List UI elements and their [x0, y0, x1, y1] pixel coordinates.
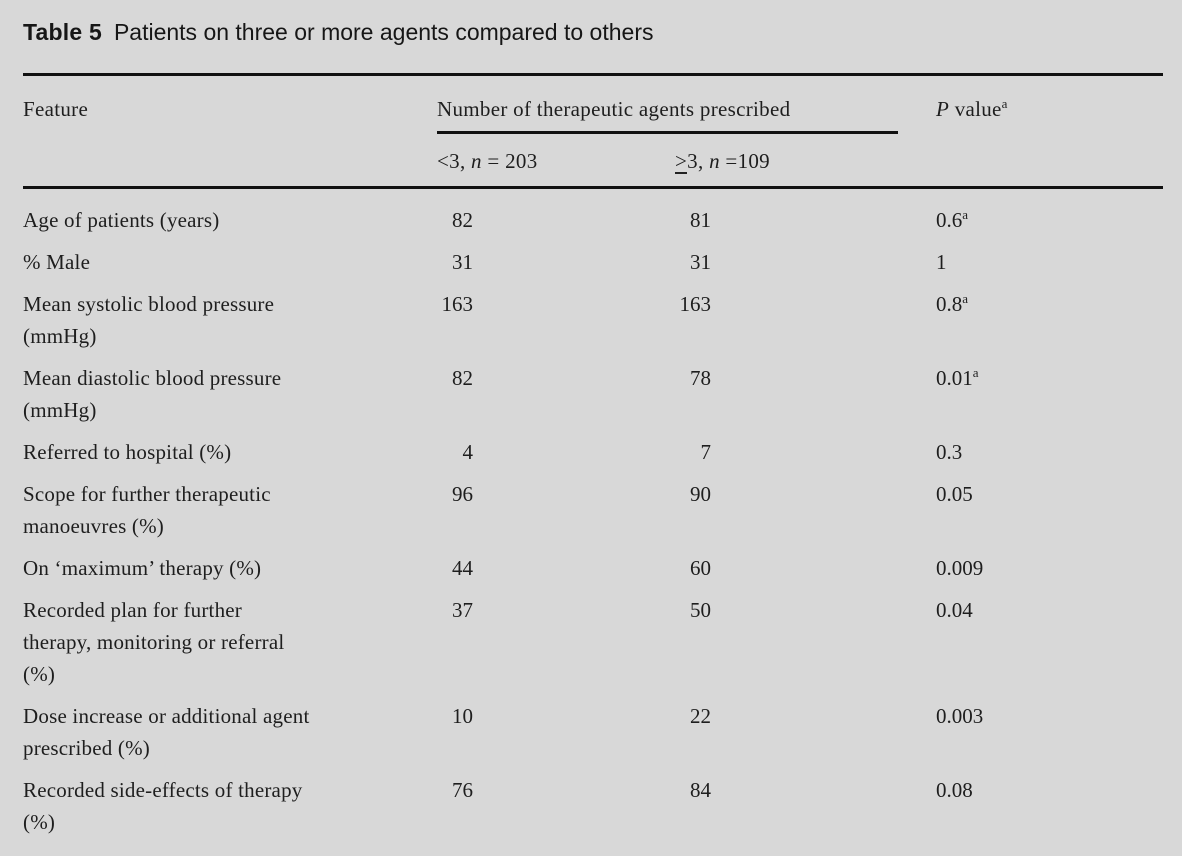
table-body: Age of patients (years) 82 81 0.6a % Mal… [23, 204, 1182, 838]
p-value-cell: 0.05 [936, 482, 973, 506]
p-value-cell: 0.003 [936, 704, 984, 728]
feature-cell: Scope for further therapeutic manoeuvres… [23, 482, 271, 538]
table-row: Age of patients (years) 82 81 0.6a [23, 204, 1163, 236]
ge3-value-cell: 7 [700, 440, 712, 464]
ge3-value-cell: 31 [690, 250, 711, 274]
lt3-value-cell: 76 [452, 778, 473, 802]
table-row: Mean systolic blood pressure (mmHg) 163 … [23, 288, 1163, 352]
lt3-value-cell: 4 [462, 440, 474, 464]
p-value-cell: 0.08 [936, 778, 973, 802]
table-row: % Male 31 31 1 [23, 246, 1163, 278]
lt3-value-cell: 37 [452, 598, 473, 622]
feature-cell: Mean systolic blood pressure (mmHg) [23, 292, 275, 348]
table-header-row: Feature Number of therapeutic agents pre… [23, 97, 1163, 134]
p-value-cell: 0.6a [936, 207, 969, 232]
table-row: Referred to hospital (%) 4 7 0.3 [23, 436, 1163, 468]
feature-cell: Mean diastolic blood pressure (mmHg) [23, 366, 282, 422]
p-value-cell: 0.8a [936, 291, 969, 316]
p-value-cell: 0.01a [936, 365, 979, 390]
table-subheader-row: <3, n = 203 >3, n =109 [23, 149, 1163, 174]
lt3-value-cell: 44 [452, 556, 473, 580]
lt3-value-cell: 163 [441, 292, 474, 316]
feature-cell: Recorded plan for further therapy, monit… [23, 598, 285, 686]
ge3-value-cell: 78 [690, 366, 711, 390]
table-row: Recorded plan for further therapy, monit… [23, 594, 1163, 690]
table-row: On ‘maximum’ therapy (%) 44 60 0.009 [23, 552, 1163, 584]
subheader-ge3: >3, n =109 [675, 149, 770, 174]
p-value-cell: 0.04 [936, 598, 973, 622]
table-title-text: Patients on three or more agents compare… [113, 19, 654, 45]
table-row: Mean diastolic blood pressure (mmHg) 82 … [23, 362, 1163, 426]
table-row: Recorded side-effects of therapy (%) 76 … [23, 774, 1163, 838]
greater-equal-symbol: > [675, 149, 688, 174]
feature-cell: Recorded side-effects of therapy (%) [23, 778, 303, 834]
ge3-value-cell: 60 [690, 556, 711, 580]
subheader-lt3: <3, n = 203 [437, 149, 538, 173]
lt3-value-cell: 82 [452, 208, 473, 232]
ge3-value-cell: 50 [690, 598, 711, 622]
column-header-agents-span: Number of therapeutic agents prescribed [437, 97, 936, 134]
lt3-value-cell: 31 [452, 250, 473, 274]
ge3-value-cell: 84 [690, 778, 711, 802]
ge3-value-cell: 163 [679, 292, 712, 316]
feature-cell: % Male [23, 250, 91, 274]
table-number-label: Table 5 [23, 19, 102, 45]
p-value-cell: 0.3 [936, 440, 963, 464]
table-header-rule [23, 186, 1163, 189]
table-row: Dose increase or additional agent prescr… [23, 700, 1163, 764]
feature-cell: On ‘maximum’ therapy (%) [23, 556, 262, 580]
feature-cell: Referred to hospital (%) [23, 440, 232, 464]
ge3-value-cell: 22 [690, 704, 711, 728]
ge3-value-cell: 90 [690, 482, 711, 506]
column-header-feature: Feature [23, 97, 89, 121]
p-value-cell: 0.009 [936, 556, 984, 580]
feature-cell: Age of patients (years) [23, 208, 220, 232]
ge3-value-cell: 81 [690, 208, 711, 232]
lt3-value-cell: 82 [452, 366, 473, 390]
agents-span-underline: Number of therapeutic agents prescribed [437, 97, 898, 134]
lt3-value-cell: 10 [452, 704, 473, 728]
p-value-footnote-marker: a [1001, 96, 1008, 111]
table-caption: Table 5 Patients on three or more agents … [23, 18, 1182, 46]
feature-cell: Dose increase or additional agent prescr… [23, 704, 310, 760]
table-top-rule [23, 73, 1163, 76]
table-row: Scope for further therapeutic manoeuvres… [23, 478, 1163, 542]
column-header-p-value: P valuea [936, 96, 1008, 121]
lt3-value-cell: 96 [452, 482, 473, 506]
p-value-cell: 1 [936, 250, 947, 274]
